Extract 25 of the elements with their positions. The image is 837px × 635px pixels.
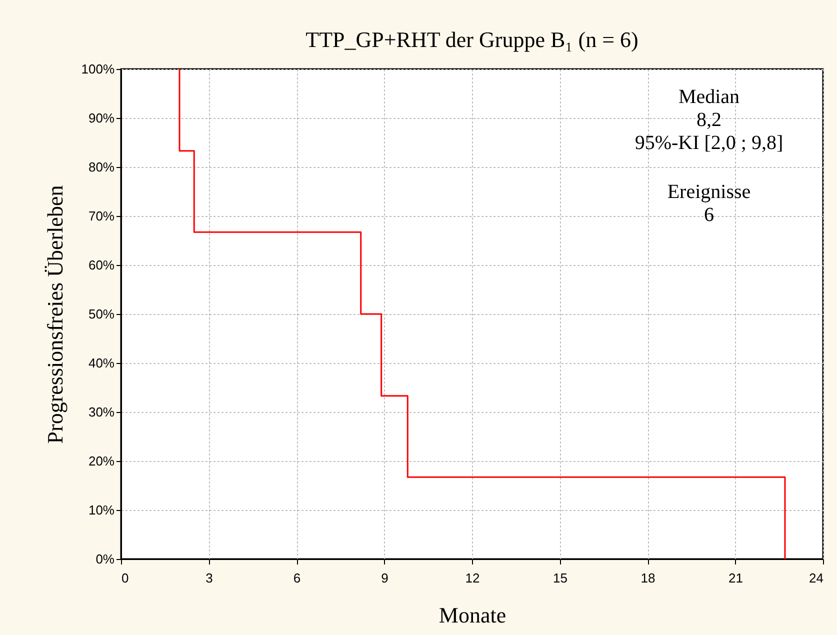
x-tick-label: 24: [809, 570, 824, 586]
x-tick-label: 6: [293, 570, 301, 586]
x-tick-label: 3: [206, 570, 213, 586]
y-tick-label: 80%: [88, 160, 115, 174]
x-tick-label: 0: [122, 570, 129, 586]
y-tick-label: 20%: [88, 454, 115, 468]
annotation: Ereignisse 6: [667, 181, 751, 226]
y-axis-title: Progressionsfreies Überleben: [42, 185, 68, 444]
y-tick-label: 100%: [81, 62, 115, 76]
x-tick-label: 15: [553, 570, 568, 586]
annotation: Median 8,2 95%-KI [2,0 ; 9,8]: [634, 86, 784, 154]
y-tick-label: 10%: [88, 502, 115, 518]
chart-title: TTP_GP+RHT der Gruppe B₁ (n = 6): [306, 27, 638, 52]
y-tick-label: 90%: [88, 110, 115, 126]
y-tick-label: 0%: [96, 552, 115, 566]
y-tick-label: 40%: [88, 356, 115, 370]
y-tick-label: 30%: [88, 404, 115, 420]
x-tick-label: 9: [381, 570, 388, 586]
x-tick-label: 12: [465, 570, 480, 586]
x-axis-title: Monate: [438, 602, 506, 628]
y-tick-label: 70%: [88, 208, 115, 224]
y-tick-label: 60%: [88, 258, 115, 272]
x-tick-label: 21: [728, 570, 743, 586]
x-tick-label: 18: [640, 570, 656, 586]
y-tick-label: 50%: [88, 306, 115, 322]
